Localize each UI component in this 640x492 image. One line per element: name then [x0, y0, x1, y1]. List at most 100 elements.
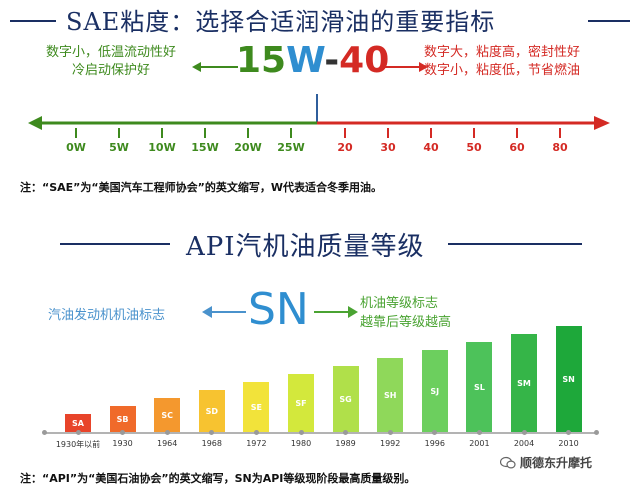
- api-timeline-dot: [343, 430, 349, 435]
- sae-winter-tick: [75, 128, 77, 138]
- sae-winter-tick: [118, 128, 120, 138]
- sae-red-arrow-small: [382, 62, 428, 72]
- api-grade: SN: [248, 284, 309, 335]
- api-left-arrow: [202, 306, 246, 318]
- sae-left-desc-line-2: 冷启动保护好: [71, 63, 150, 78]
- api-timeline-dot: [521, 430, 527, 435]
- sae-summer-tick: [344, 128, 346, 138]
- api-grade-bar-label: SN: [562, 374, 575, 384]
- sae-summer-tick-label: 20: [337, 141, 353, 154]
- api-grade-bar-label: SA: [72, 418, 84, 428]
- sae-summer-tick-label: 40: [423, 141, 439, 154]
- api-grade-bar: SA: [65, 414, 91, 432]
- api-grade-bar-chart: SA SB SC SD SE SF SG SH SJ SL SM SN: [0, 318, 640, 432]
- api-grade-bar: SN: [555, 326, 582, 432]
- sae-grade-hot-number: 40: [339, 40, 390, 81]
- sae-summer-tick-label: 60: [509, 141, 525, 154]
- api-title: API汽机油质量等级: [186, 232, 425, 262]
- api-grade-bar: SE: [243, 382, 270, 432]
- sae-left-desc: 数字小，低温流动性好 冷启动保护好: [26, 44, 196, 80]
- api-year-label: 1980: [290, 439, 312, 448]
- api-grade-bar-label: SE: [250, 402, 262, 412]
- api-grade-bar-label: SB: [116, 414, 129, 424]
- sae-winter-tick-label: 5W: [109, 141, 129, 154]
- sae-summer-tick: [430, 128, 432, 138]
- sae-title-left-rule: [10, 20, 56, 22]
- sae-summer-tick: [387, 128, 389, 138]
- sae-green-arrow-small: [192, 62, 238, 72]
- sae-summer-tick-label: 80: [552, 141, 568, 154]
- api-timeline-dot: [253, 430, 259, 435]
- api-year-label: 1964: [157, 439, 178, 448]
- api-grade-bar-label: SJ: [430, 386, 440, 396]
- sae-winter-tick-label: 25W: [277, 141, 305, 154]
- api-year-label: 2001: [469, 439, 490, 448]
- api-grade-bar-label: SC: [161, 410, 173, 420]
- api-timeline-dot: [75, 430, 81, 435]
- sae-right-desc-line-1: 数字大，粘度高，密封性好: [424, 45, 581, 60]
- sae-summer-tick-label: 30: [380, 141, 396, 154]
- api-grade-bar-label: SD: [205, 406, 218, 416]
- api-title-right-rule: [448, 243, 582, 245]
- api-title-left-rule: [60, 243, 170, 245]
- sae-summer-tick: [473, 128, 475, 138]
- api-timeline-dot: [164, 430, 170, 435]
- api-grade-bar: SB: [109, 406, 136, 432]
- sae-right-desc-line-2: 数字小，粘度低，节省燃油: [424, 63, 581, 78]
- api-grade-bar-label: SG: [339, 394, 352, 404]
- sae-grade: 15W-40: [236, 40, 389, 81]
- sae-winter-tick-label: 10W: [148, 141, 176, 154]
- api-year-label: 1930年以前: [55, 440, 101, 449]
- api-year-label: 2004: [513, 439, 535, 448]
- api-grade-bar: SC: [154, 398, 181, 432]
- api-right-desc: 机油等级标志 越靠后等级越高: [360, 294, 451, 332]
- api-note: 注：“API”为“美国石油协会”的英文缩写，SN为API等级现阶段最高质量级别。: [20, 472, 416, 485]
- sae-grade-dash: -: [324, 40, 340, 81]
- sae-winter-tick: [290, 128, 292, 138]
- sae-title: SAE粘度：选择合适润滑油的重要指标: [66, 8, 496, 36]
- api-grade-bar-label: SF: [295, 398, 307, 408]
- api-year-label: 1992: [380, 439, 401, 448]
- sae-winter-tick-label: 0W: [66, 141, 86, 154]
- api-grade-bar: SM: [511, 334, 537, 432]
- sae-right-desc: 数字大，粘度高，密封性好 数字小，粘度低，节省燃油: [424, 44, 614, 80]
- api-grade-bar: SJ: [421, 350, 448, 432]
- api-timeline-dot: [298, 430, 304, 435]
- watermark: 顺德东升摩托: [500, 454, 592, 471]
- api-timeline-line: [44, 432, 596, 434]
- sae-left-desc-line-1: 数字小，低温流动性好: [45, 45, 176, 60]
- sae-winter-tick-label: 20W: [234, 141, 262, 154]
- sae-winter-tick: [161, 128, 163, 138]
- api-year-label: 1968: [201, 439, 222, 448]
- api-timeline-dot: [432, 430, 438, 435]
- sae-winter-arrowhead: [28, 116, 42, 130]
- sae-viscosity-scale: [28, 94, 610, 130]
- api-right-arrow: [314, 306, 358, 318]
- sae-grade-winter-number: 15: [236, 40, 287, 81]
- sae-grade-w-letter: W: [286, 40, 325, 81]
- api-grade-bar-label: SM: [517, 378, 531, 388]
- sae-summer-tick: [559, 128, 561, 138]
- api-year-label: 1972: [246, 439, 267, 448]
- api-grade-bar: SH: [377, 358, 404, 432]
- api-grade-bar: SF: [288, 374, 314, 432]
- api-timeline-dot: [209, 430, 215, 435]
- sae-title-right-rule: [588, 20, 630, 22]
- sae-summer-tick: [516, 128, 518, 138]
- sae-winter-tick: [247, 128, 249, 138]
- api-grade-bar: SL: [466, 342, 493, 432]
- api-year-label: 2010: [558, 439, 579, 448]
- api-timeline-end-dot: [593, 430, 599, 435]
- sae-winter-tick: [204, 128, 206, 138]
- api-grade-bar: SG: [332, 366, 359, 432]
- api-year-label: 1989: [335, 439, 356, 448]
- api-timeline-dot: [387, 430, 393, 435]
- api-timeline-dot: [476, 430, 482, 435]
- api-year-label: 1930: [112, 439, 133, 448]
- sae-note: 注：“SAE”为“美国汽车工程师协会”的英文缩写，W代表适合冬季用油。: [20, 181, 382, 194]
- wechat-icon: [500, 456, 516, 469]
- api-year-label: 1996: [424, 439, 445, 448]
- sae-summer-arrowhead: [594, 116, 610, 130]
- api-grade-bar-label: SH: [383, 390, 397, 400]
- sae-center-marker: [316, 94, 318, 124]
